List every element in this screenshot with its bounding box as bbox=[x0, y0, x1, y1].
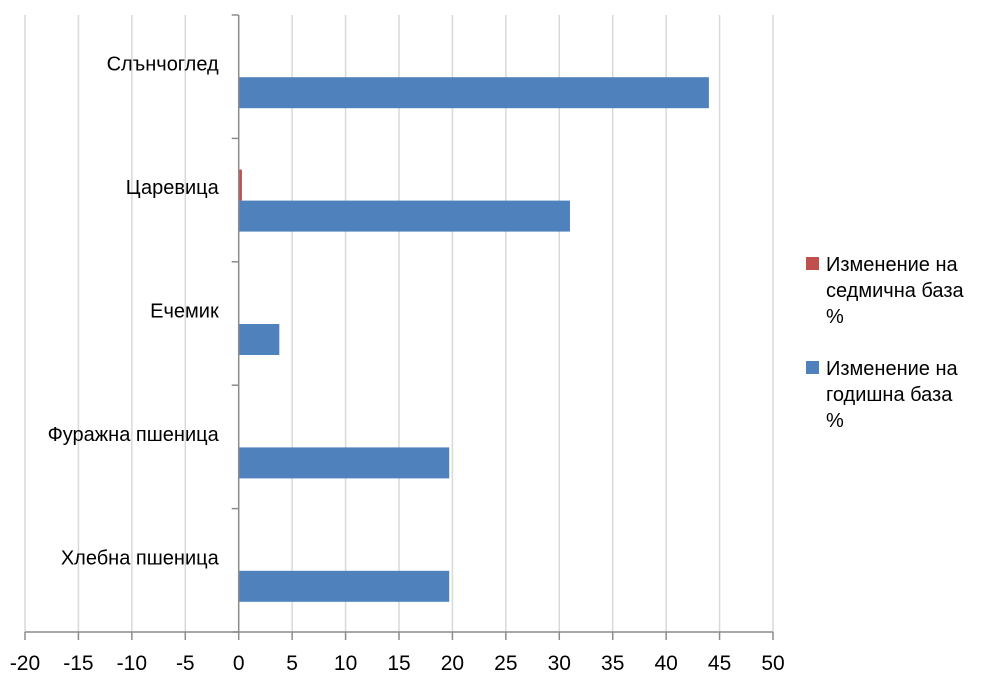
category-label: Слънчоглед bbox=[107, 54, 219, 76]
x-tick-label: 10 bbox=[334, 652, 357, 675]
x-tick-label: 30 bbox=[548, 652, 571, 675]
gridlines bbox=[24, 15, 774, 640]
category-label: Ечемик bbox=[150, 301, 219, 323]
x-tick-label: 35 bbox=[601, 652, 624, 675]
bar-yearly bbox=[238, 447, 450, 479]
category-label: Фуражна пшеница bbox=[48, 424, 220, 446]
bar-yearly bbox=[238, 570, 450, 602]
axes bbox=[25, 14, 773, 633]
x-tick-label: 20 bbox=[441, 652, 464, 675]
legend-label-weekly-line2: седмична база bbox=[826, 280, 964, 302]
bar-yearly bbox=[238, 200, 570, 232]
x-tick-label: 25 bbox=[494, 652, 517, 675]
x-tick-label: -15 bbox=[63, 652, 93, 675]
category-labels: Слънчоглед Царевица Ечемик Фуражна пшеница Х… bbox=[48, 54, 220, 570]
legend-item-weekly: Изменение на седмична база % bbox=[806, 252, 981, 330]
legend-label-weekly-line1: Изменение на bbox=[826, 254, 958, 276]
bar-yearly bbox=[238, 324, 280, 355]
legend-label-weekly-line3: % bbox=[826, 306, 844, 328]
legend-swatch-yearly bbox=[806, 361, 819, 374]
legend-label-yearly-line1: Изменение на bbox=[826, 358, 958, 380]
legend-label-yearly-line2: годишна база bbox=[826, 384, 953, 406]
bars bbox=[238, 77, 709, 602]
x-tick-label: -5 bbox=[176, 652, 195, 675]
category-label: Царевица bbox=[126, 177, 220, 199]
x-tick-label: 0 bbox=[233, 652, 245, 675]
legend-swatch-weekly bbox=[806, 257, 819, 270]
legend-label-yearly-line3: % bbox=[826, 410, 844, 432]
x-tick-label: 45 bbox=[708, 652, 731, 675]
x-tick-label: 50 bbox=[761, 652, 784, 675]
x-tick-label: -10 bbox=[117, 652, 147, 675]
x-tick-label: 40 bbox=[654, 652, 677, 675]
x-tick-label: 5 bbox=[286, 652, 298, 675]
x-tick-label: 15 bbox=[387, 652, 410, 675]
legend: Изменение на седмична база % Изменение н… bbox=[806, 252, 981, 460]
x-tick-label: -20 bbox=[10, 652, 40, 675]
x-tick-labels: -20 -15 -10 -5 0 5 10 15 20 25 30 35 40 45 50 bbox=[10, 652, 785, 675]
bar-weekly bbox=[238, 169, 242, 201]
category-label: Хлебна пшеница bbox=[61, 547, 220, 569]
legend-item-yearly: Изменение на годишна база % bbox=[806, 356, 981, 434]
bar-yearly bbox=[238, 77, 709, 109]
